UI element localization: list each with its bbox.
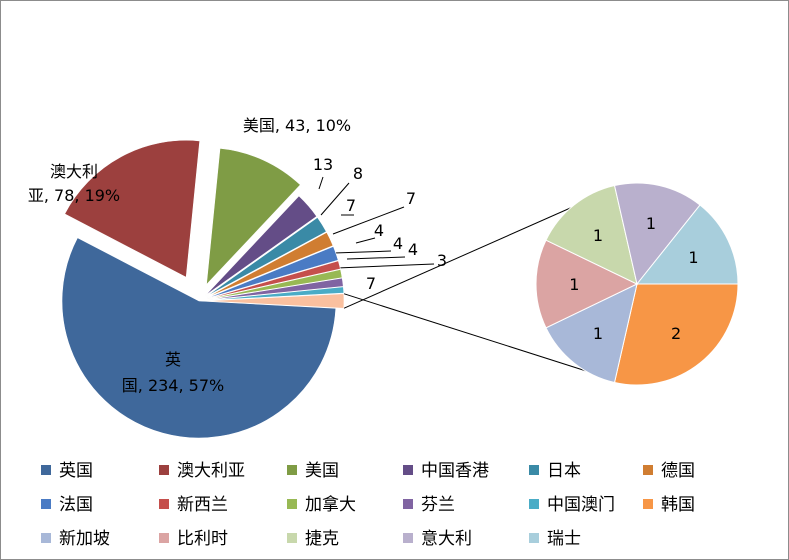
main-label-e88bb1e59bbd: 国, 234, 57% <box>122 376 224 395</box>
sub-label-e6848fe5a4a7e588a9: 1 <box>646 214 656 233</box>
legend-swatch-e696b0e8a5bfe585b0 <box>159 499 169 509</box>
legend-label-e88aace585b0: 芬兰 <box>421 495 455 515</box>
leader-e4b8ade59bbde6beb3e997a8 <box>336 263 435 269</box>
leader-e4b8ade59bbde9a699e6b8af <box>318 176 324 190</box>
main-label-e88aace585b0: 4 <box>408 240 418 259</box>
leader-e697a5e69cac <box>320 182 350 216</box>
legend-label-e6b395e59bbd: 法国 <box>59 495 93 515</box>
leader-e88aace585b0 <box>346 256 406 260</box>
legend-label-e696b0e8a5bfe585b0: 新西兰 <box>177 495 228 515</box>
main-label-e697a5e69cac: 8 <box>353 164 363 183</box>
main-slice-e7be8ee59bbd <box>206 147 301 286</box>
legend-label-e7919ee5a3ab: 瑞士 <box>547 529 581 549</box>
legend-swatch-e7919ee5a3ab <box>529 533 539 543</box>
legend-swatch-e4b8ade59bbde6beb3e997a8 <box>529 499 539 509</box>
main-label-e5beb7e59bbd: 7 <box>346 196 356 215</box>
sub-slice-e99fa9e59bbd <box>613 283 739 386</box>
legend-label-e58aa0e68bbfe5a4a7: 加拿大 <box>305 494 356 515</box>
legend-swatch-e5beb7e59bbd <box>643 465 653 475</box>
main-label-e6b395e59bbd: 7 <box>406 189 416 208</box>
connector-bottom <box>343 293 606 378</box>
secondary-pie <box>535 182 739 386</box>
legend-swatch-e68db7e5858b <box>287 533 297 543</box>
legend-label-e6af94e588a9e697b6: 比利时 <box>177 529 228 549</box>
main-label-e6beb3e5a4a7e588a9e4ba9a: 亚, 78, 19% <box>28 186 120 205</box>
main-label-e6beb3e5a4a7e588a9e4ba9a: 澳大利 <box>50 162 98 181</box>
main-slice-e696b0e8a5bfe585b0 <box>206 260 341 300</box>
legend-swatch-e88aace585b0 <box>403 499 413 509</box>
legend-label-e696b0e58aa0e59da1: 新加坡 <box>59 529 110 549</box>
main-label-e7be8ee59bbd: 美国, 43, 10% <box>243 116 351 135</box>
legend-swatch-e7be8ee59bbd <box>287 465 297 475</box>
legend-swatch-e6beb3e5a4a7e588a9e4ba9a <box>159 465 169 475</box>
main-label-e4b8ade59bbde9a699e6b8af: 13 <box>313 155 333 174</box>
sub-label-e6af94e588a9e697b6: 1 <box>569 275 579 294</box>
sub-slice-e696b0e58aa0e59da1 <box>545 283 638 384</box>
legend-swatch-e4b8ade59bbde9a699e6b8af <box>403 465 413 475</box>
legend-label-e7be8ee59bbd: 美国 <box>305 461 339 481</box>
legend-swatch-e99fa9e59bbd <box>643 499 653 509</box>
main-label-e4b8ade59bbde6beb3e997a8: 3 <box>437 251 447 270</box>
main-slice-e5beb7e59bbd <box>206 232 334 298</box>
leader-e58aa0e68bbfe5a4a7 <box>333 250 392 254</box>
legend-swatch-e6848fe5a4a7e588a9 <box>403 533 413 543</box>
legend-label-e68db7e5858b: 捷克 <box>305 529 339 549</box>
legend-swatch-e58aa0e68bbfe5a4a7 <box>287 499 297 509</box>
legend-swatch-e697a5e69cac <box>529 465 539 475</box>
legend-label-e4b8ade59bbde6beb3e997a8: 中国澳门 <box>547 495 615 515</box>
legend-label-e88bb1e59bbd: 英国 <box>59 461 93 481</box>
legend-label-e6848fe5a4a7e588a9: 意大利 <box>421 529 472 549</box>
sub-slice-e6af94e588a9e697b6 <box>535 239 639 329</box>
main-slice-e585b6e4bb96 <box>206 293 345 309</box>
main-slice-e6b395e59bbd <box>206 246 339 299</box>
main-label-e88bb1e59bbd: 英 <box>165 350 181 369</box>
leader-e696b0e8a5bfe585b0 <box>355 237 376 244</box>
leader-lines <box>318 176 435 269</box>
legend-label-e697a5e69cac: 日本 <box>547 461 581 481</box>
legend-label-e5beb7e59bbd: 德国 <box>661 461 695 481</box>
main-pie <box>61 140 345 439</box>
main-slice-e4b8ade59bbde9a699e6b8af <box>204 195 318 296</box>
sub-label-e7919ee5a3ab: 1 <box>688 248 698 267</box>
legend-swatch-e6af94e588a9e697b6 <box>159 533 169 543</box>
legend-label-e99fa9e59bbd: 韩国 <box>661 495 695 515</box>
main-label-e696b0e8a5bfe585b0: 4 <box>374 221 384 240</box>
legend-swatch-e6b395e59bbd <box>41 499 51 509</box>
leader-e6b395e59bbd <box>332 206 405 235</box>
data-labels: 2 1 1 1 1 1 英国, 234, 57% 澳大利亚, 78, 19% 美国, 43, 1… <box>28 116 699 395</box>
legend-swatch-e88bb1e59bbd <box>41 465 51 475</box>
main-slice-e6beb3e5a4a7e588a9e4ba9a <box>64 140 201 278</box>
legend-swatch-e696b0e58aa0e59da1 <box>41 533 51 543</box>
main-slice-e58aa0e68bbfe5a4a7 <box>206 269 343 300</box>
sub-label-e68db7e5858b: 1 <box>593 226 603 245</box>
connector-lines <box>343 189 612 378</box>
sub-label-e696b0e58aa0e59da1: 1 <box>593 324 603 343</box>
sub-slice-e68db7e5858b <box>545 184 638 285</box>
legend-label-e6beb3e5a4a7e588a9e4ba9a: 澳大利亚 <box>177 461 245 481</box>
main-slice-e88bb1e59bbd <box>61 237 337 439</box>
sub-slice-e6848fe5a4a7e588a9 <box>613 182 701 286</box>
sub-label-e99fa9e59bbd: 2 <box>671 324 681 343</box>
main-slice-e697a5e69cac <box>205 217 327 298</box>
main-slice-e4b8ade59bbde6beb3e997a8 <box>206 286 345 301</box>
main-slice-e88aace585b0 <box>206 277 344 301</box>
connector-top <box>343 189 612 309</box>
legend-label-e4b8ade59bbde9a699e6b8af: 中国香港 <box>421 461 489 481</box>
sub-slice-e7919ee5a3ab <box>635 204 739 285</box>
main-label-e585b6e4bb96: 7 <box>366 274 376 293</box>
main-label-e58aa0e68bbfe5a4a7: 4 <box>393 234 403 253</box>
